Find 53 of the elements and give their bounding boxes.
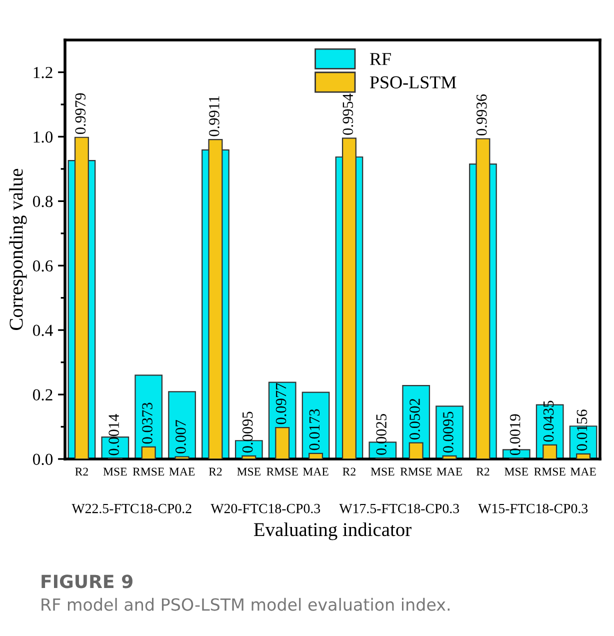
y-axis-title: Corresponding value xyxy=(9,168,27,330)
x-tick-label: MSE xyxy=(237,468,260,476)
data-label: 0.0373 xyxy=(142,402,152,444)
x-tick-label: RMSE xyxy=(132,468,164,476)
data-label: 0.0019 xyxy=(510,414,520,456)
y-tick-label: 0.6 xyxy=(32,260,53,272)
data-label: 0.0156 xyxy=(576,410,588,451)
data-label: 0.0173 xyxy=(309,409,320,450)
data-label: 0.9954 xyxy=(342,94,354,135)
text: W15-FTC18-CP0.3 xyxy=(478,504,588,514)
y-tick-label: 0.0 xyxy=(32,454,53,466)
y-tick-label: 1.2 xyxy=(34,66,52,78)
y-tick-label: 1.0 xyxy=(34,131,53,143)
text: W17.5-FTC18-CP0.3 xyxy=(339,504,460,514)
legend-label: RF xyxy=(370,53,391,65)
x-tick-label: MSE xyxy=(504,468,528,476)
bar xyxy=(436,406,464,459)
bar xyxy=(168,391,196,459)
x-tick-label: RMSE xyxy=(266,468,298,476)
caption: FIGURE 9 xyxy=(42,574,132,588)
data-label: 0.9979 xyxy=(75,93,86,134)
data-label: 0.0014 xyxy=(108,414,120,456)
x-tick-label: R2 xyxy=(75,468,88,476)
text: W22.5-FTC18-CP0.2 xyxy=(72,504,192,514)
y-tick-label: 0.2 xyxy=(32,389,52,401)
y-tick-label: 0.4 xyxy=(32,324,53,336)
data-label: 0.0435 xyxy=(543,400,554,442)
bar xyxy=(134,374,163,459)
x-tick-label: R2 xyxy=(342,468,356,476)
data-label: 0.007 xyxy=(176,420,186,454)
legend-label: PSO-LSTM xyxy=(370,76,456,88)
x-tick-label: MAE xyxy=(303,468,328,476)
x-tick-label: MSE xyxy=(103,468,127,476)
data-label: 0.0095 xyxy=(242,412,253,453)
x-tick-label: RMSE xyxy=(534,468,566,476)
x-axis-title: Evaluating indicator xyxy=(254,522,412,540)
x-tick-label: RMSE xyxy=(400,468,432,476)
x-tick-label: MSE xyxy=(370,468,394,476)
text: RF model and PSO-LSTM model evaluation index. xyxy=(42,598,450,611)
data-label: 0.0025 xyxy=(376,414,387,455)
text: W20-FTC18-CP0.3 xyxy=(210,504,320,514)
x-tick-label: MAE xyxy=(169,468,195,476)
data-label: 0.0502 xyxy=(410,398,420,440)
x-tick-label: MAE xyxy=(570,468,596,476)
bar xyxy=(302,392,330,459)
data-label: 0.9911 xyxy=(208,96,220,136)
x-tick-label: R2 xyxy=(476,468,490,476)
data-label: 0.0977 xyxy=(276,383,286,424)
x-tick-label: R2 xyxy=(208,468,222,476)
data-label: 0.0095 xyxy=(443,412,454,453)
x-tick-label: MAE xyxy=(436,468,462,476)
data-label: 0.9936 xyxy=(476,94,487,136)
y-tick-label: 0.8 xyxy=(32,196,53,208)
